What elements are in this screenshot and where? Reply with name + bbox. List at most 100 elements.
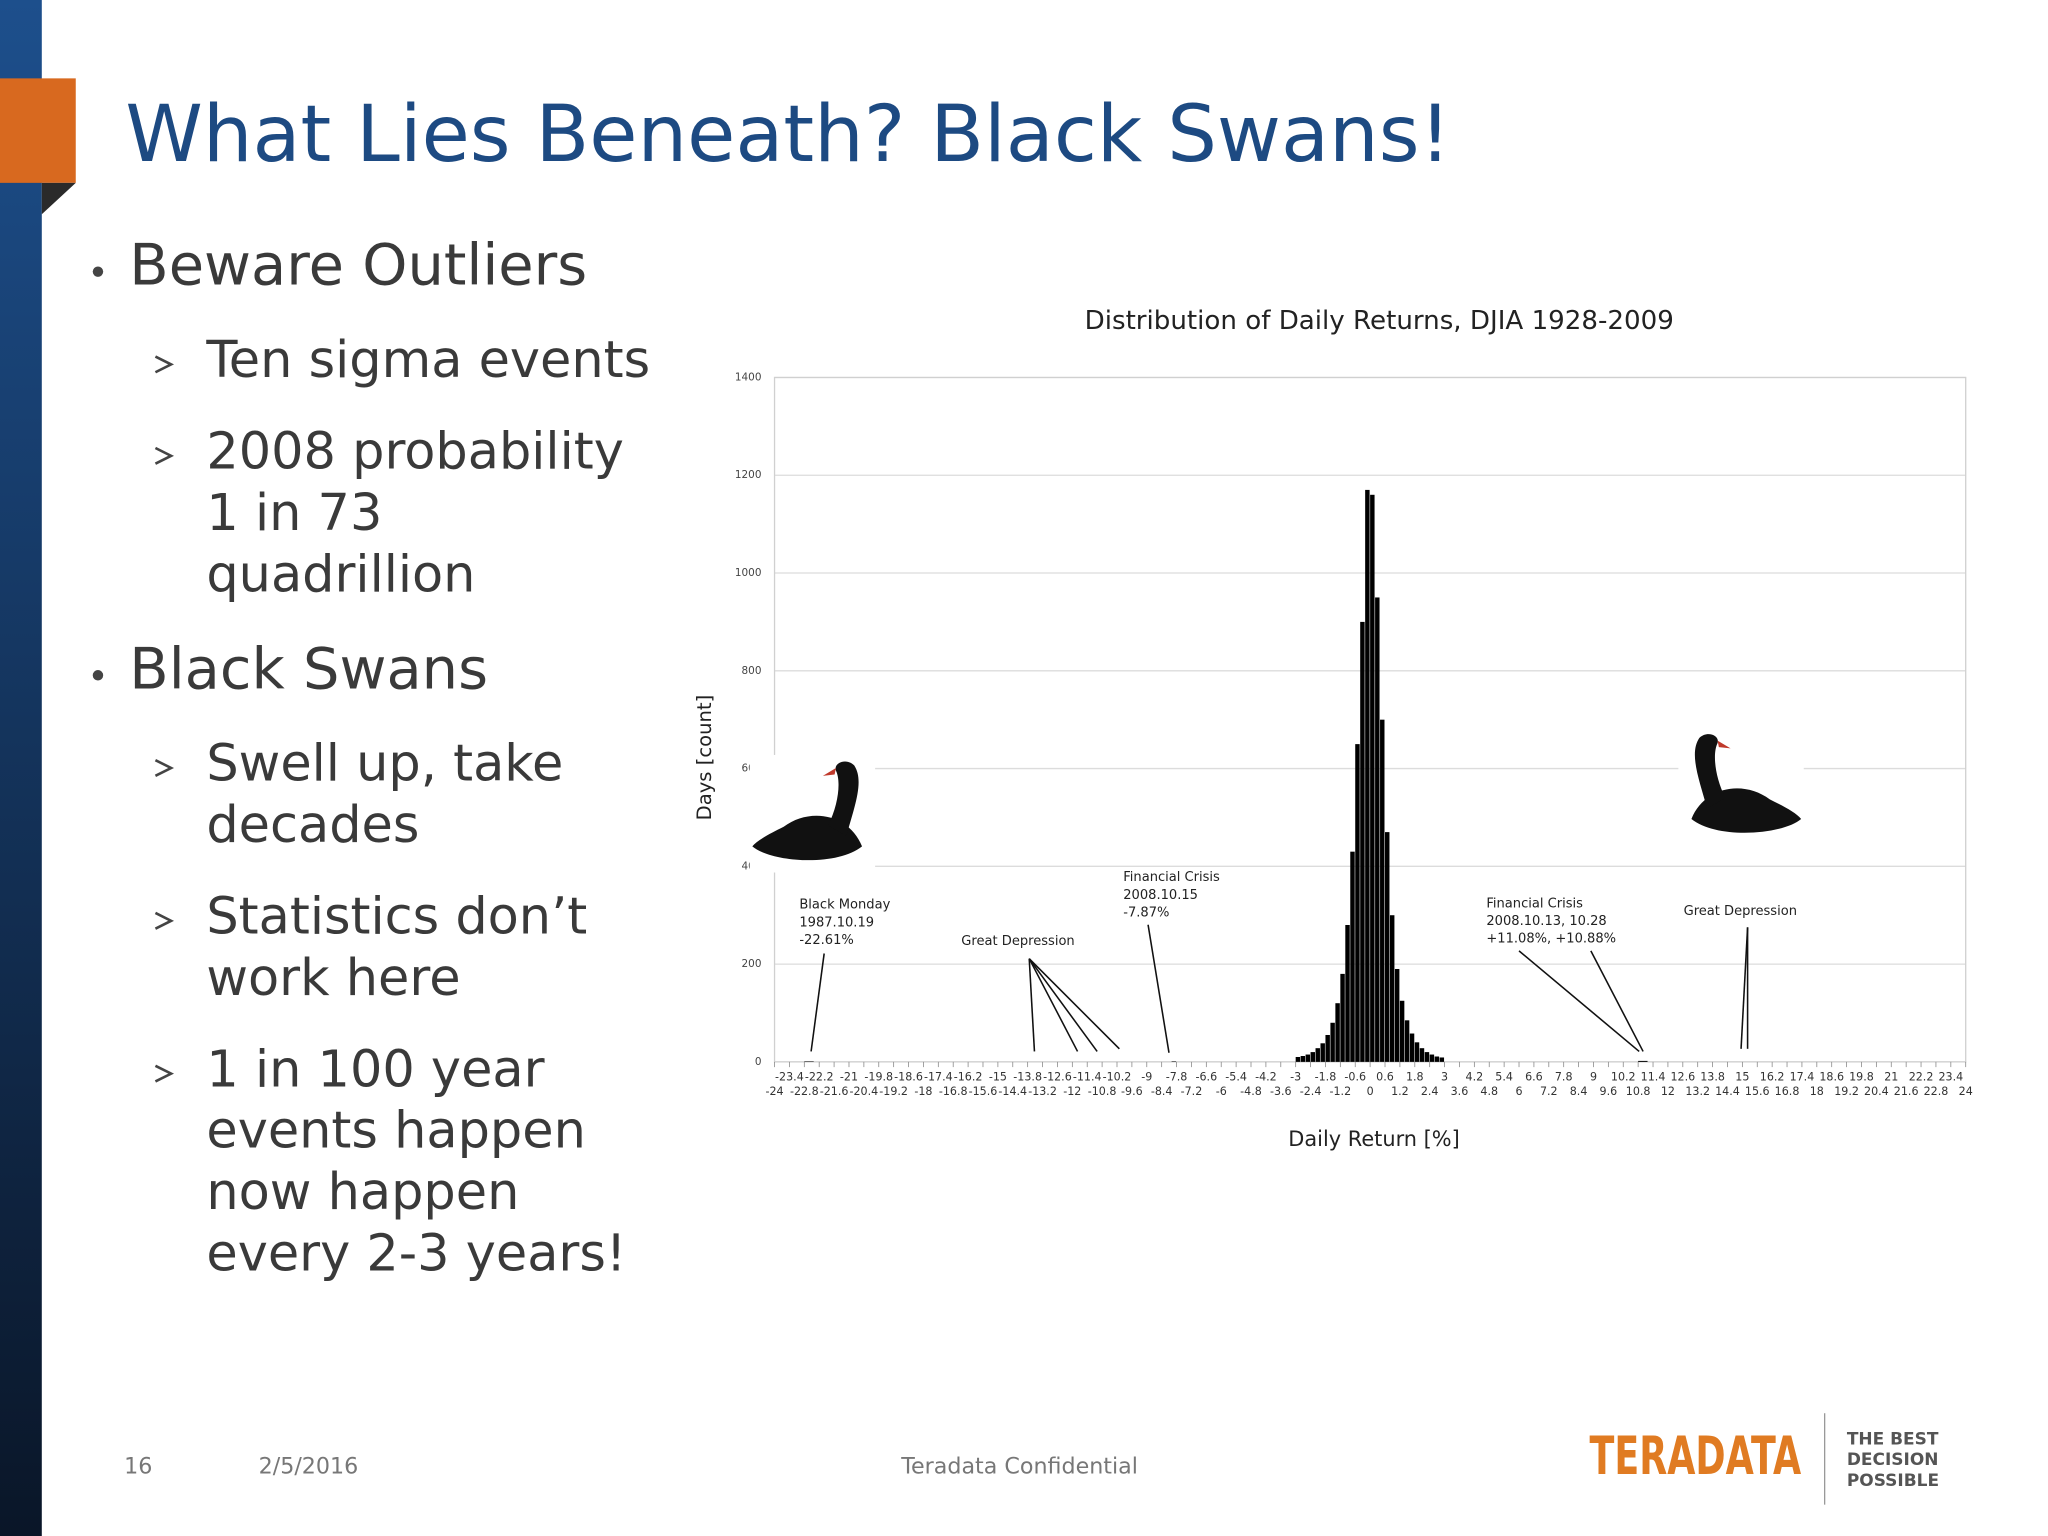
sub-marker xyxy=(154,355,175,374)
x-tick-label: 18 xyxy=(1810,1085,1824,1098)
x-tick-label: -8.4 xyxy=(1151,1085,1173,1098)
x-tick-label: 23.4 xyxy=(1938,1071,1963,1084)
x-tick-label: -16.8 xyxy=(939,1085,968,1098)
annotation-arrow xyxy=(1518,950,1640,1053)
x-tick-label: 2.4 xyxy=(1421,1085,1439,1098)
sub-bullet: every 2-3 years! xyxy=(206,1224,626,1283)
annotation-arrow xyxy=(1028,958,1079,1052)
x-axis-label: Daily Return [%] xyxy=(1288,1127,1459,1151)
x-tick-label: -21 xyxy=(840,1071,858,1084)
x-tick-label: -13.8 xyxy=(1013,1071,1042,1084)
x-tick-label: 0 xyxy=(1367,1085,1374,1098)
bar xyxy=(1409,1033,1415,1062)
x-tick-label: 6.6 xyxy=(1525,1071,1543,1084)
side-bar xyxy=(0,0,42,1536)
annotation-arrow xyxy=(1740,927,1749,1049)
bar xyxy=(1350,851,1355,1062)
x-tick-label: -18 xyxy=(914,1085,932,1098)
sub-marker xyxy=(154,446,175,465)
x-tick-label: -16.2 xyxy=(954,1071,983,1084)
annotation: Financial Crisis xyxy=(1123,870,1220,885)
bar xyxy=(1345,924,1350,1062)
annotation: 2008.10.13, 10.28 xyxy=(1486,914,1606,929)
x-tick-label: -20.4 xyxy=(850,1085,879,1098)
bar xyxy=(1385,832,1390,1062)
x-tick-label: -9 xyxy=(1141,1071,1152,1084)
accent-square xyxy=(0,78,76,183)
swan-beak xyxy=(822,768,836,776)
x-tick-label: -4.2 xyxy=(1255,1071,1277,1084)
bar xyxy=(1380,719,1385,1062)
x-tick-label: 0.6 xyxy=(1376,1071,1394,1084)
annotation: Black Monday xyxy=(799,898,890,913)
x-tick-label: 24 xyxy=(1959,1085,1973,1098)
x-tick-label: -18.6 xyxy=(894,1071,923,1084)
x-tick-label: 3 xyxy=(1441,1071,1448,1084)
bar xyxy=(1355,744,1360,1062)
x-tick-label: 21 xyxy=(1884,1071,1898,1084)
x-tick-label: -15 xyxy=(989,1071,1007,1084)
swan-neck xyxy=(828,761,859,836)
bar xyxy=(1375,597,1380,1062)
sub-marker xyxy=(154,1064,175,1083)
x-tick-label: 13.8 xyxy=(1700,1071,1725,1084)
y-tick-label: 1000 xyxy=(735,567,762,579)
x-tick-label: -6.6 xyxy=(1196,1071,1218,1084)
annotation-arrow xyxy=(1028,958,1036,1052)
x-tick-label: 12 xyxy=(1661,1085,1675,1098)
tagline: POSSIBLE xyxy=(1847,1471,1939,1491)
x-tick-label: 17.4 xyxy=(1790,1071,1815,1084)
annotation: 2008.10.15 xyxy=(1123,888,1198,903)
bullet: Beware Outliers xyxy=(129,232,587,299)
x-tick-label: 12.6 xyxy=(1670,1071,1695,1084)
x-tick-label: 10.2 xyxy=(1611,1071,1636,1084)
annotation: Great Depression xyxy=(961,934,1074,949)
x-tick-label: -3.6 xyxy=(1270,1085,1292,1098)
x-tick-label: 18.6 xyxy=(1819,1071,1844,1084)
swan xyxy=(749,754,876,873)
annotation-arrow xyxy=(1590,950,1644,1052)
x-tick-label: 1.2 xyxy=(1391,1085,1409,1098)
y-tick-label: 200 xyxy=(742,958,762,970)
x-tick-label: -12 xyxy=(1063,1085,1081,1098)
bar xyxy=(1434,1056,1440,1062)
x-tick-label: 19.8 xyxy=(1849,1071,1874,1084)
x-tick-label: 16.8 xyxy=(1775,1085,1800,1098)
bar xyxy=(1300,1056,1306,1062)
date: 2/5/2016 xyxy=(259,1453,359,1479)
x-tick-label: -23.4 xyxy=(775,1071,804,1084)
x-tick-label: 3.6 xyxy=(1451,1085,1469,1098)
swan-neck xyxy=(1694,734,1726,809)
bar xyxy=(1439,1057,1445,1062)
x-tick-label: 13.2 xyxy=(1685,1085,1710,1098)
x-tick-label: 9 xyxy=(1590,1071,1597,1084)
bar xyxy=(1389,915,1395,1062)
x-tick-label: 20.4 xyxy=(1864,1085,1889,1098)
bullet-dot xyxy=(92,670,104,681)
x-tick-label: 4.2 xyxy=(1466,1071,1484,1084)
swan-beak xyxy=(1717,740,1731,749)
bar xyxy=(1429,1054,1435,1062)
confidential: Teradata Confidential xyxy=(900,1453,1138,1479)
x-tick-label: -2.4 xyxy=(1300,1085,1322,1098)
chart-title: Distribution of Daily Returns, DJIA 1928… xyxy=(1085,306,1674,336)
y-tick-label: 1400 xyxy=(735,371,762,383)
x-tick-label: 14.4 xyxy=(1715,1085,1740,1098)
sub-bullet: now happen xyxy=(206,1163,519,1222)
x-tick-label: -7.2 xyxy=(1181,1085,1203,1098)
x-tick-label: 15.6 xyxy=(1745,1085,1770,1098)
sub-bullet: Statistics don’t xyxy=(206,888,587,947)
annotation: -7.87% xyxy=(1123,905,1169,920)
x-tick-label: -6 xyxy=(1216,1085,1227,1098)
x-tick-label: -9.6 xyxy=(1121,1085,1143,1098)
x-tick-label: 10.8 xyxy=(1626,1085,1651,1098)
sub-bullet: 1 in 100 year xyxy=(206,1040,544,1099)
x-tick-label: 21.6 xyxy=(1894,1085,1919,1098)
y-tick-label: 0 xyxy=(755,1056,762,1068)
chart: Distribution of Daily Returns, DJIA 1928… xyxy=(693,306,1973,1151)
x-tick-label: 7.2 xyxy=(1540,1085,1558,1098)
annotation-arrow xyxy=(810,953,825,1052)
bar xyxy=(1310,1052,1316,1062)
bar xyxy=(1340,973,1345,1062)
